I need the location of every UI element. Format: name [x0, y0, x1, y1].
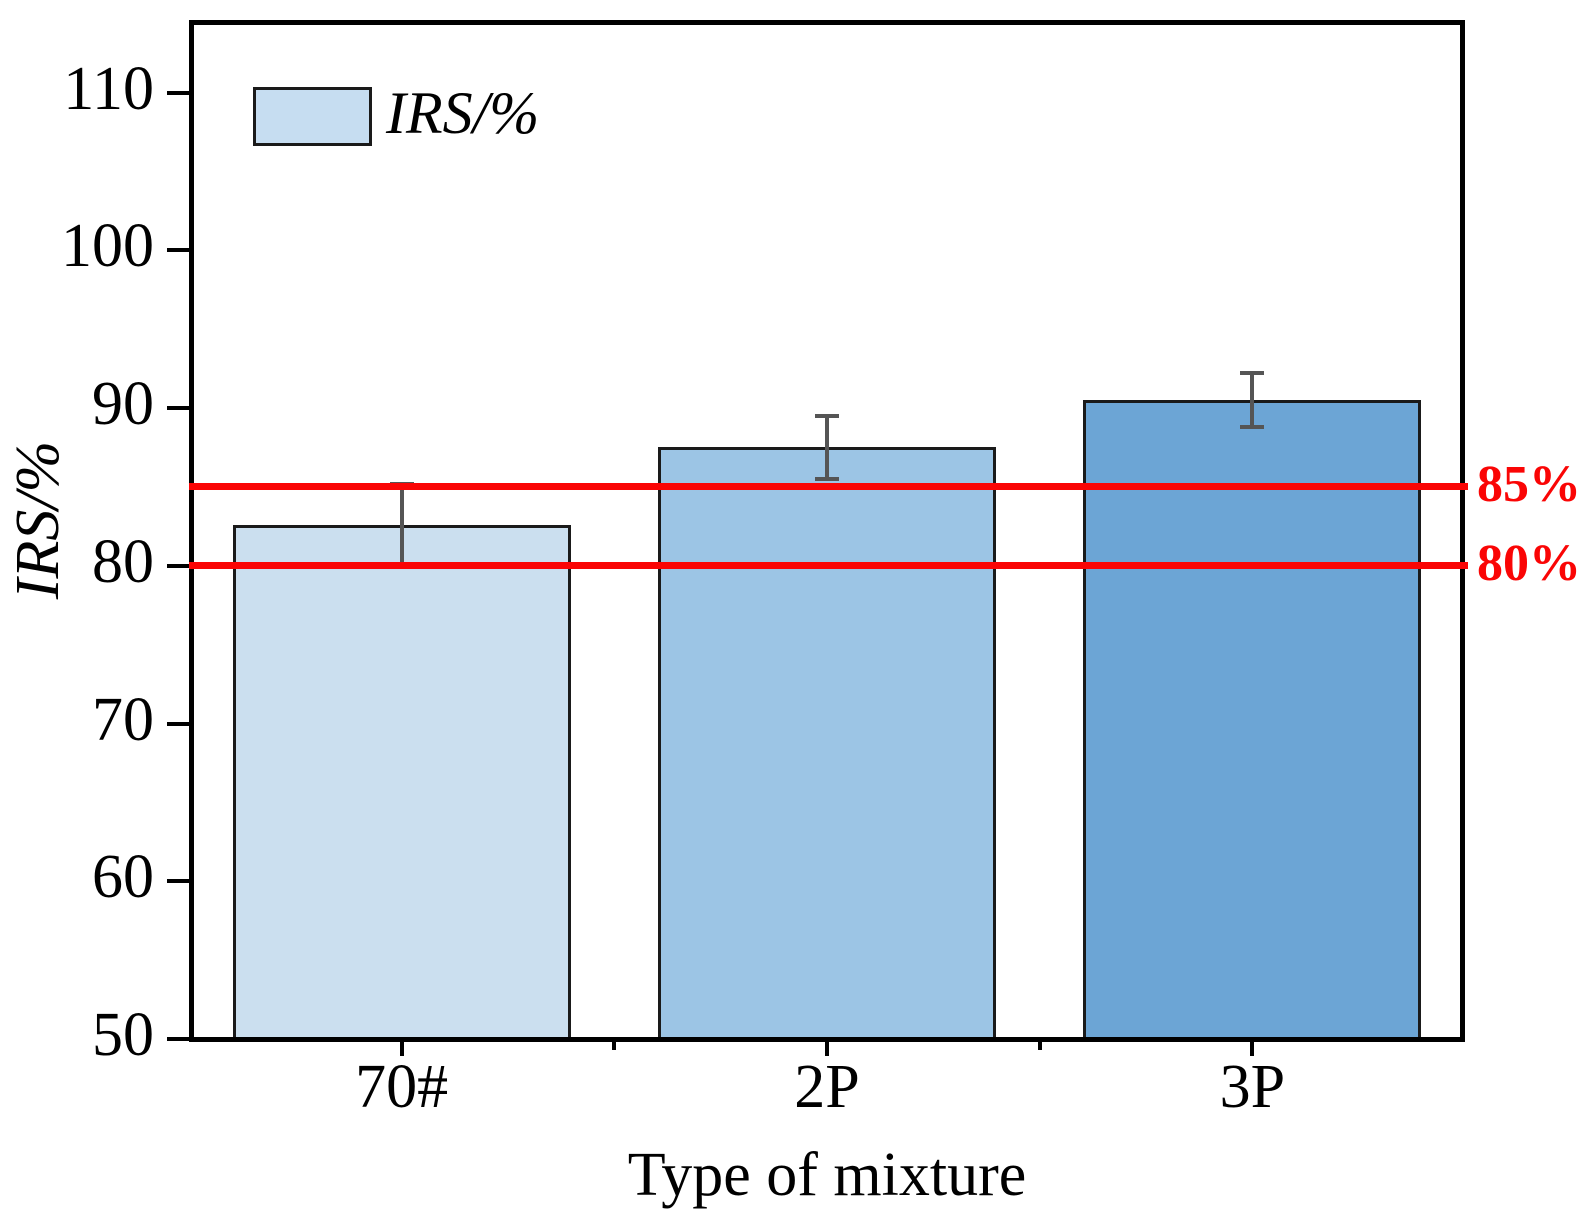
reference-line — [189, 562, 1468, 570]
reference-line-label: 80% — [1477, 534, 1581, 592]
reference-line — [189, 483, 1468, 491]
x-axis-tick — [399, 1042, 404, 1056]
y-tick-label: 80 — [92, 527, 154, 596]
y-axis-tick — [167, 248, 189, 253]
error-bar-cap — [815, 477, 839, 482]
y-axis-tick — [167, 879, 189, 884]
y-axis-title: IRS/% — [4, 440, 72, 600]
plot-area: IRS/% 50 60 70 80 90 100 110 70# 2P 3P 85% 80% — [61, 20, 1581, 1118]
x-axis-tick — [1250, 1042, 1255, 1056]
y-axis-tick — [167, 90, 189, 95]
legend: IRS/% — [253, 83, 539, 149]
error-bar — [1250, 373, 1255, 427]
x-tick-label: 70# — [355, 1053, 449, 1121]
bar — [1083, 400, 1422, 1042]
error-bar-cap — [815, 413, 839, 418]
legend-label: IRS/% — [386, 80, 540, 146]
y-tick-label: 90 — [92, 370, 154, 439]
y-axis-tick — [167, 563, 189, 568]
error-bar-cap — [1240, 371, 1265, 376]
y-axis-tick — [167, 1037, 189, 1041]
error-bar — [825, 415, 829, 480]
y-axis-tick — [167, 721, 189, 726]
y-tick-label: 70 — [92, 685, 154, 754]
y-tick-label: 100 — [61, 212, 154, 281]
bar — [658, 447, 996, 1042]
x-axis-tick — [825, 1042, 829, 1056]
legend-swatch — [253, 86, 372, 146]
x-tick-label: 2P — [794, 1053, 860, 1121]
x-axis-minor-tick — [1037, 1042, 1042, 1050]
error-bar-cap — [1240, 424, 1265, 429]
error-bar — [399, 483, 404, 566]
x-tick-label: 3P — [1219, 1053, 1286, 1121]
y-axis-tick — [167, 406, 189, 411]
reference-line-label: 85% — [1477, 455, 1581, 513]
x-axis-minor-tick — [612, 1042, 617, 1050]
x-axis-title: Type of mixture — [627, 1141, 1027, 1209]
bar — [232, 524, 571, 1042]
y-tick-label: 60 — [92, 843, 154, 912]
y-tick-label: 110 — [63, 54, 154, 123]
y-tick-label: 50 — [92, 1001, 154, 1069]
